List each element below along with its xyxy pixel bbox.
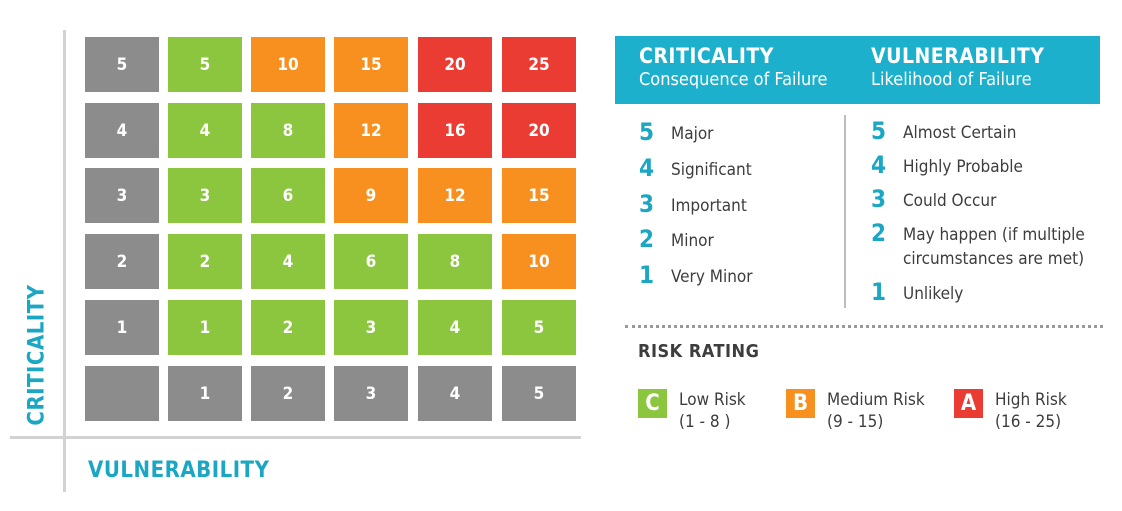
vulnerability-label: Almost Certain xyxy=(903,123,1017,143)
vulnerability-item: 2 May happen (if multiple circumstances … xyxy=(871,221,1085,271)
matrix-cell: 1 xyxy=(85,300,159,355)
vulnerability-label: Highly Probable xyxy=(903,157,1023,177)
vulnerability-number: 3 xyxy=(871,185,887,213)
criticality-item: 3 Important xyxy=(639,192,747,218)
high-risk-badge: A xyxy=(954,389,983,418)
matrix-cell: 2 xyxy=(251,300,325,355)
matrix-cell: 20 xyxy=(502,103,576,158)
vulnerability-header: VULNERABILITY Likelihood of Failure xyxy=(871,44,1044,92)
matrix-cell: 4 xyxy=(168,103,242,158)
vulnerability-item: 4 Highly Probable xyxy=(871,153,1023,179)
vulnerability-label-block: May happen (if multiple circumstances ar… xyxy=(903,221,1085,271)
matrix-cell: 6 xyxy=(334,234,408,289)
matrix-cell: 5 xyxy=(168,37,242,92)
criticality-number: 5 xyxy=(639,118,655,146)
matrix-cell: 2 xyxy=(85,234,159,289)
matrix-cell: 4 xyxy=(85,103,159,158)
criticality-item: 4 Significant xyxy=(639,156,752,182)
matrix-cell: 20 xyxy=(418,37,492,92)
criticality-label: Significant xyxy=(671,160,752,180)
matrix-cell: 3 xyxy=(168,168,242,223)
high-risk-range: (16 - 25) xyxy=(995,412,1062,432)
vulnerability-label-continued: circumstances are met) xyxy=(903,249,1085,269)
matrix-cell: 12 xyxy=(334,103,408,158)
criticality-label: Minor xyxy=(671,231,714,251)
matrix-cell: 8 xyxy=(418,234,492,289)
vulnerability-label: May happen (if multiple xyxy=(903,225,1085,245)
matrix-cell: 5 xyxy=(502,300,576,355)
risk-item-low: C Low Risk (1 - 8 ) xyxy=(638,389,746,433)
matrix-cell: 2 xyxy=(168,234,242,289)
criticality-number: 4 xyxy=(639,154,655,182)
legend-column-divider xyxy=(844,115,846,308)
low-risk-text: Low Risk (1 - 8 ) xyxy=(679,389,746,433)
vulnerability-label: Could Occur xyxy=(903,191,997,211)
x-axis-label: VULNERABILITY xyxy=(88,458,270,483)
risk-item-high: A High Risk (16 - 25) xyxy=(954,389,1067,433)
criticality-label: Important xyxy=(671,196,747,216)
vulnerability-number: 1 xyxy=(871,278,887,306)
low-risk-range: (1 - 8 ) xyxy=(679,412,731,432)
criticality-title: CRITICALITY xyxy=(639,44,774,68)
matrix-cell: 6 xyxy=(251,168,325,223)
matrix-cell: 3 xyxy=(334,300,408,355)
vulnerability-number: 2 xyxy=(871,219,887,247)
matrix-cell: 4 xyxy=(418,366,492,421)
matrix-cell: 12 xyxy=(418,168,492,223)
low-risk-badge: C xyxy=(638,389,667,418)
criticality-subtitle: Consequence of Failure xyxy=(639,69,828,90)
matrix-cell: 4 xyxy=(418,300,492,355)
matrix-cell: 2 xyxy=(251,366,325,421)
matrix-cell: 1 xyxy=(168,366,242,421)
vulnerability-title: VULNERABILITY xyxy=(871,44,1045,68)
medium-risk-badge: B xyxy=(786,389,815,418)
section-divider xyxy=(625,325,1103,328)
low-risk-label: Low Risk xyxy=(679,390,746,410)
risk-rating-title: RISK RATING xyxy=(638,341,760,362)
matrix-cell: 10 xyxy=(251,37,325,92)
criticality-number: 2 xyxy=(639,225,655,253)
criticality-item: 1 Very Minor xyxy=(639,263,753,289)
high-risk-text: High Risk (16 - 25) xyxy=(995,389,1067,433)
criticality-number: 3 xyxy=(639,190,655,218)
vulnerability-number: 5 xyxy=(871,117,887,145)
matrix-cell: 10 xyxy=(502,234,576,289)
matrix-cell: 3 xyxy=(334,366,408,421)
matrix-cell: 3 xyxy=(85,168,159,223)
criticality-number: 1 xyxy=(639,261,655,289)
criticality-item: 5 Major xyxy=(639,120,713,146)
vulnerability-label: Unlikely xyxy=(903,284,964,304)
criticality-label: Very Minor xyxy=(671,267,753,287)
medium-risk-range: (9 - 15) xyxy=(827,412,884,432)
matrix-cell: 15 xyxy=(334,37,408,92)
high-risk-label: High Risk xyxy=(995,390,1067,410)
risk-item-medium: B Medium Risk (9 - 15) xyxy=(786,389,925,433)
criticality-item: 2 Minor xyxy=(639,227,714,253)
y-axis-label: CRITICALITY xyxy=(24,284,50,426)
matrix-cell: 25 xyxy=(502,37,576,92)
criticality-label: Major xyxy=(671,124,714,144)
matrix-cell: 9 xyxy=(334,168,408,223)
matrix-cell: 1 xyxy=(168,300,242,355)
matrix-cell xyxy=(85,366,159,421)
matrix-cell: 8 xyxy=(251,103,325,158)
matrix-cell: 15 xyxy=(502,168,576,223)
y-axis-line xyxy=(63,30,66,492)
legend-header: CRITICALITY Consequence of Failure VULNE… xyxy=(615,36,1100,104)
matrix-cell: 5 xyxy=(85,37,159,92)
matrix-cell: 16 xyxy=(418,103,492,158)
vulnerability-subtitle: Likelihood of Failure xyxy=(871,69,1032,90)
vulnerability-item: 3 Could Occur xyxy=(871,187,996,213)
medium-risk-label: Medium Risk xyxy=(827,390,925,410)
x-axis-line xyxy=(10,436,581,439)
vulnerability-item: 5 Almost Certain xyxy=(871,119,1016,145)
matrix-cell: 4 xyxy=(251,234,325,289)
criticality-header: CRITICALITY Consequence of Failure xyxy=(639,44,828,92)
vulnerability-item: 1 Unlikely xyxy=(871,280,963,306)
medium-risk-text: Medium Risk (9 - 15) xyxy=(827,389,925,433)
matrix-cell: 5 xyxy=(502,366,576,421)
vulnerability-number: 4 xyxy=(871,151,887,179)
